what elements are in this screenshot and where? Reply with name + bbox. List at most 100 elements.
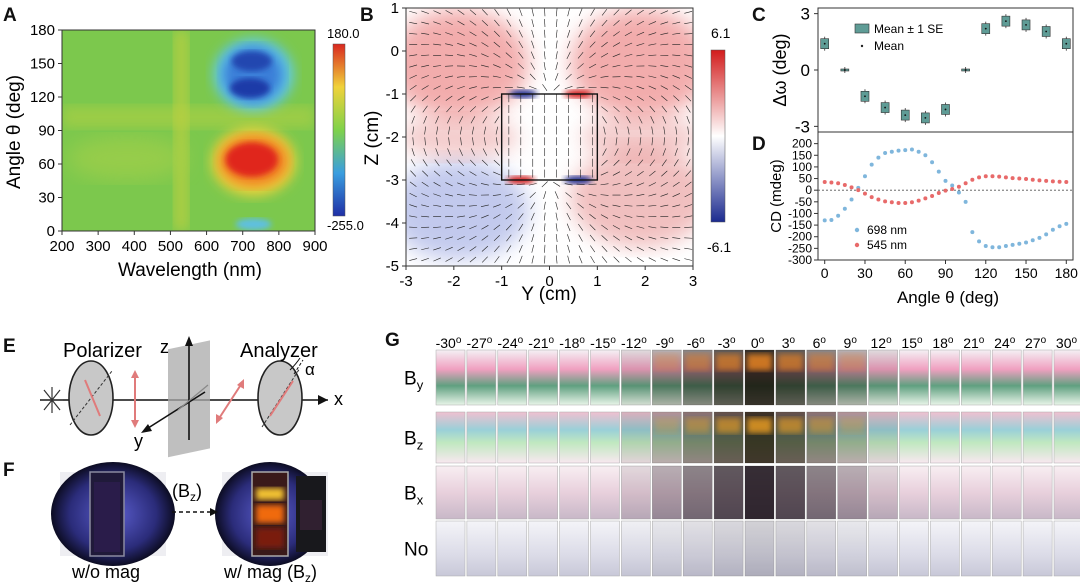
plot-d-frame [817,131,1074,261]
angle-label: 15o [901,335,923,351]
cuvette-dark-overlay [775,521,805,576]
tick-label-d-y: 100 [792,160,812,174]
cuvette-cell [590,411,620,464]
point-d-series-1 [1044,178,1049,183]
legend-c-box-swatch [854,23,870,34]
point-d-series-0 [923,153,928,158]
y-axis [144,391,206,431]
point-d-series-1 [836,181,841,186]
tick-label-d-y: -200 [788,230,812,244]
cuvette-cell [621,520,651,577]
tick-label-d-y: -250 [788,241,812,255]
legend-d-545-label: 545 nm [867,238,907,252]
point-d-series-1 [983,174,988,179]
cuvette-cell [528,349,558,406]
cuvette-cell [1022,349,1053,406]
panel-c: 3 0 -3 Mean ± 1 SE Mean Δω (deg) [770,5,1074,136]
cuvette-dark-overlay [714,521,744,576]
point-d-series-1 [876,197,881,202]
point-d-series-0 [862,174,867,179]
point-d-series-0 [1044,232,1049,237]
point-d-series-1 [842,183,847,188]
cuvette-cell [682,465,713,520]
cuvette-glow [716,354,742,371]
cuvette-cell [961,411,991,464]
point-d-series-1 [1010,176,1015,181]
tick-label-b-x: 2 [641,273,649,290]
point-d-series-1 [896,200,901,205]
tick-label-d-y: 150 [792,148,812,162]
angle-label: -9o [656,335,674,351]
cuvette-glow [839,354,865,371]
point-d-series-1 [889,200,894,205]
point-d-series-1 [923,196,928,201]
caption-without-mag: w/o mag [71,562,140,582]
mean-c-point [823,42,826,45]
cuvette-cell [868,465,898,520]
point-d-series-0 [950,183,955,188]
point-d-series-0 [930,160,935,165]
point-d-series-1 [1030,177,1035,182]
angle-label: 3o [782,335,796,351]
tick-label-c-y: 3 [801,5,810,24]
point-d-series-1 [990,174,995,179]
cuvette-dark-overlay [745,466,774,519]
cuvette-cell [899,411,929,464]
label-analyzer: Analyzer [240,340,318,362]
cuvette-cell [868,520,898,577]
tick-label-d-x: 60 [897,265,913,281]
tick-label-b-x: 3 [689,273,697,290]
row-label: Bx [404,484,424,508]
point-d-series-1 [1037,178,1042,183]
angle-label: -6o [687,335,705,351]
point-d-series-0 [970,230,975,235]
axis-b-xlabel: Y (cm) [521,284,577,305]
point-d-series-1 [943,188,948,193]
tick-label-b-y: -2 [386,129,399,146]
point-d-series-0 [883,150,888,155]
point-d-series-0 [1057,224,1062,229]
panel-e-schematic: Polarizer Analyzer z y x α [40,336,343,458]
angle-label: 24o [994,335,1016,351]
tick-label-a-y: 150 [30,56,55,73]
field-b-map [406,8,693,264]
cuvette-cell [775,520,806,577]
angle-label: -12o [621,335,647,351]
panel-g-grid: -30o -27o -24o -21o -18o -15o -12o -9o -6o -3o 0o 3… [404,335,1080,577]
cuvette-cell [868,349,898,406]
tick-label-d-x: 150 [1014,265,1038,281]
tick-label-b-y: -5 [386,258,399,275]
tick-label-d-y: -50 [795,195,813,209]
tick-label-b-x: -1 [495,273,508,290]
point-d-series-0 [936,169,941,174]
panel-f-photos: (Bz) w/o mag w/ mag (Bz) [51,462,328,584]
cuvette-dark-overlay [621,466,651,519]
cuvette-glow [685,354,711,371]
cuvette-dark-overlay [621,412,651,463]
panel-label-c: C [752,5,766,26]
light-source-icon [41,387,63,413]
cuvette-dark-overlay [621,521,650,576]
point-d-series-0 [977,239,982,244]
cuvette-cell [991,411,1022,464]
tick-label-b-x: 0 [545,273,553,290]
point-d-series-1 [862,191,867,196]
caption-with-mag: w/ mag (Bz) [223,562,317,584]
tick-label-b-y: -3 [386,172,399,189]
cuvette-cell [961,349,991,406]
point-d-series-1 [930,194,935,198]
row-label: By [404,369,424,393]
cuvette-cell [1053,520,1080,577]
cuvette-cell [528,465,558,520]
mean-c-point [1025,24,1027,26]
cuvette-dark-overlay [621,350,651,405]
cuvette-cell [1022,411,1053,464]
cuvette-cell [837,520,867,577]
legend-d-545-swatch [854,242,860,248]
tick-label-a-x: 900 [302,238,327,255]
point-d-series-0 [836,213,841,218]
point-d-series-1 [956,184,961,189]
cuvette-cell [899,465,929,520]
cuvette-dark-overlay [868,412,898,463]
cuvette-cell [961,465,991,520]
